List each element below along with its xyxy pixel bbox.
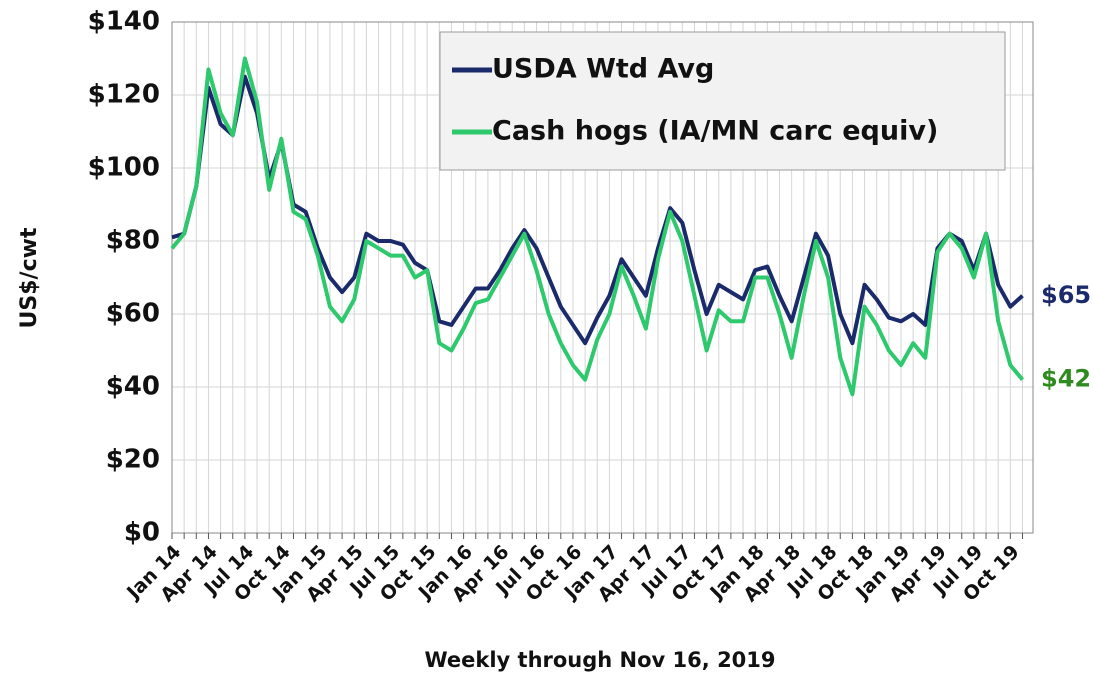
legend-label: Cash hogs (IA/MN carc equiv) xyxy=(492,116,938,147)
y-tick-label: $100 xyxy=(88,153,160,183)
series-line xyxy=(170,56,1025,397)
plot-frame xyxy=(171,21,1034,534)
y-tick-label: $80 xyxy=(106,226,160,256)
end-label: $65 xyxy=(1041,281,1091,309)
legend-label: USDA Wtd Avg xyxy=(492,54,714,85)
end-label: $42 xyxy=(1041,365,1091,393)
legend-box xyxy=(439,31,1006,171)
y-tick-label: $60 xyxy=(106,299,160,329)
y-tick-label: $40 xyxy=(106,372,160,402)
y-tick-label: $0 xyxy=(124,518,160,548)
y-tick-label: $120 xyxy=(88,80,160,110)
y-axis-label: US$/cwt xyxy=(17,227,42,328)
series-line xyxy=(171,74,1024,346)
y-tick-label: $140 xyxy=(88,7,160,37)
x-axis-label: Weekly through Nov 16, 2019 xyxy=(424,648,775,672)
y-tick-label: $20 xyxy=(106,445,160,475)
